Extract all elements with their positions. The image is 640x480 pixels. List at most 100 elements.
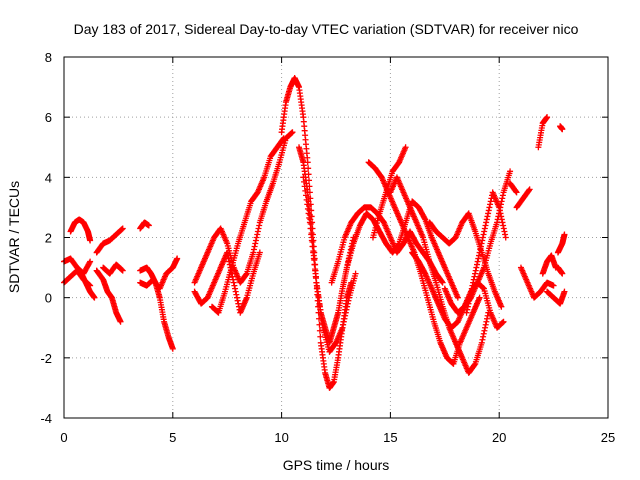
data-point-t1 (86, 259, 93, 266)
data-point-t25 (472, 270, 479, 277)
data-point-t18 (395, 241, 402, 248)
data-point-t25 (476, 249, 483, 256)
data-point-t17 (439, 279, 446, 286)
x-tick-label: 15 (383, 430, 397, 445)
y-tick-label: 4 (45, 170, 52, 185)
data-point-t25 (466, 294, 473, 301)
data-point-t25 (473, 264, 480, 271)
data-point-t21 (481, 327, 488, 334)
data-point-t25 (466, 297, 473, 304)
data-point-t16 (312, 273, 319, 280)
data-point-t16 (306, 214, 313, 221)
y-tick-label: 8 (45, 50, 52, 65)
data-point-t25 (464, 303, 471, 310)
x-tick-label: 25 (601, 430, 615, 445)
data-point-t22 (500, 318, 507, 325)
data-point-t16 (305, 210, 312, 217)
data-point-t28 (544, 114, 551, 121)
data-point-t25 (499, 219, 506, 226)
y-tick-label: -2 (40, 351, 52, 366)
data-point-t25 (479, 234, 486, 241)
x-tick-label: 0 (60, 430, 67, 445)
data-point-t2 (87, 237, 94, 244)
data-point-t24 (499, 192, 506, 199)
data-point-t16 (310, 249, 317, 256)
y-tick-label: 2 (45, 231, 52, 246)
data-point-t25 (502, 234, 509, 241)
data-point-t25 (478, 240, 485, 247)
data-point-t25 (487, 198, 494, 205)
data-point-t11 (250, 246, 257, 253)
data-point-t16 (303, 196, 310, 203)
data-point-t16 (306, 219, 313, 226)
data-point-t12 (232, 288, 239, 295)
data-point-t16 (316, 302, 323, 309)
data-point-t16 (343, 306, 350, 313)
data-point-t12 (225, 255, 232, 262)
data-point-t16 (340, 318, 347, 325)
data-point-t16 (317, 311, 324, 318)
data-point-t24 (498, 198, 505, 205)
data-point-t11 (250, 249, 257, 256)
data-point-t34 (559, 270, 566, 277)
data-point-t25 (481, 225, 488, 232)
data-point-t16 (345, 297, 352, 304)
y-tick-label: 6 (45, 110, 52, 125)
data-point-t25 (475, 255, 482, 262)
data-point-t23 (498, 303, 505, 310)
data-point-t16 (304, 201, 311, 208)
data-point-t16 (352, 270, 359, 277)
data-point-t11 (255, 225, 262, 232)
data-point-t25 (483, 219, 490, 226)
data-point-t20 (476, 294, 483, 301)
data-point-t33 (561, 231, 568, 238)
data-point-t16 (342, 309, 349, 316)
data-point-t11 (289, 129, 296, 136)
data-point-t16 (301, 183, 308, 190)
data-point-t16 (342, 312, 349, 319)
data-point-t25 (464, 306, 471, 313)
data-point-t11 (252, 237, 259, 244)
data-point-t11 (254, 228, 261, 235)
data-point-t25 (497, 210, 504, 217)
data-point-t16 (339, 324, 346, 331)
data-point-t32 (561, 288, 568, 295)
data-point-t12 (234, 297, 241, 304)
data-point-t16 (308, 231, 315, 238)
data-point-t25 (480, 231, 487, 238)
data-point-t21 (482, 324, 489, 331)
data-points (61, 75, 568, 391)
data-point-t25 (469, 282, 476, 289)
data-point-t16 (344, 300, 351, 307)
data-point-t25 (470, 276, 477, 283)
data-point-t26 (512, 188, 519, 195)
data-point-t12 (235, 300, 242, 307)
data-point-t21 (479, 336, 486, 343)
data-point-t25 (477, 243, 484, 250)
data-point-t11 (253, 234, 260, 241)
data-point-t25 (477, 246, 484, 253)
data-point-t25 (467, 291, 474, 298)
data-point-t12 (233, 291, 240, 298)
data-point-t12 (230, 279, 237, 286)
data-point-t16 (308, 237, 315, 244)
grid (64, 57, 608, 418)
data-point-t13 (280, 136, 287, 143)
data-point-t25 (496, 207, 503, 214)
data-point-t21 (480, 333, 487, 340)
x-axis-label: GPS time / hours (283, 457, 390, 473)
y-axis-label: SDTVAR / TECUs (6, 181, 22, 293)
data-point-t25 (486, 204, 493, 211)
data-point-t25 (500, 222, 507, 229)
data-point-t16 (340, 321, 347, 328)
data-point-t11 (243, 271, 250, 278)
data-point-t16 (307, 225, 314, 232)
data-point-t16 (317, 306, 324, 313)
data-point-t24 (499, 195, 506, 202)
data-point-t25 (479, 237, 486, 244)
data-point-t21 (471, 361, 478, 368)
data-point-t16 (341, 315, 348, 322)
data-point-t25 (498, 216, 505, 223)
data-point-t24 (507, 168, 514, 175)
data-point-t11 (256, 222, 263, 229)
